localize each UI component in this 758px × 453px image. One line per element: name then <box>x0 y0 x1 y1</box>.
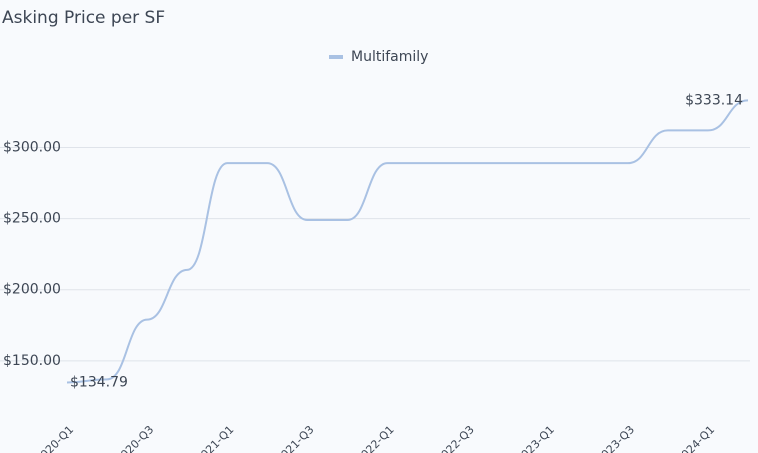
x-tick-label: 2021-Q3 <box>273 423 316 453</box>
x-tick-label: 2021-Q1 <box>193 423 236 453</box>
y-tick-label: $150.00 <box>3 353 61 369</box>
x-tick-label: 2022-Q1 <box>354 423 397 453</box>
series-line <box>66 99 749 384</box>
data-label: $333.14 <box>685 92 743 108</box>
legend-label: Multifamily <box>351 49 428 65</box>
x-tick-label: 2022-Q3 <box>434 423 477 453</box>
x-tick-label: 2024-Q1 <box>674 423 717 453</box>
x-tick-label: 2020-Q1 <box>33 423 76 453</box>
data-label: $134.79 <box>70 374 128 390</box>
chart-title: Asking Price per SF <box>2 8 165 28</box>
x-tick-label: 2023-Q1 <box>514 423 557 453</box>
y-tick-label: $250.00 <box>3 211 61 227</box>
x-tick-label: 2020-Q3 <box>113 423 156 453</box>
x-tick-label: 2023-Q3 <box>594 423 637 453</box>
y-tick-label: $200.00 <box>3 282 61 298</box>
y-tick-label: $300.00 <box>3 140 61 156</box>
